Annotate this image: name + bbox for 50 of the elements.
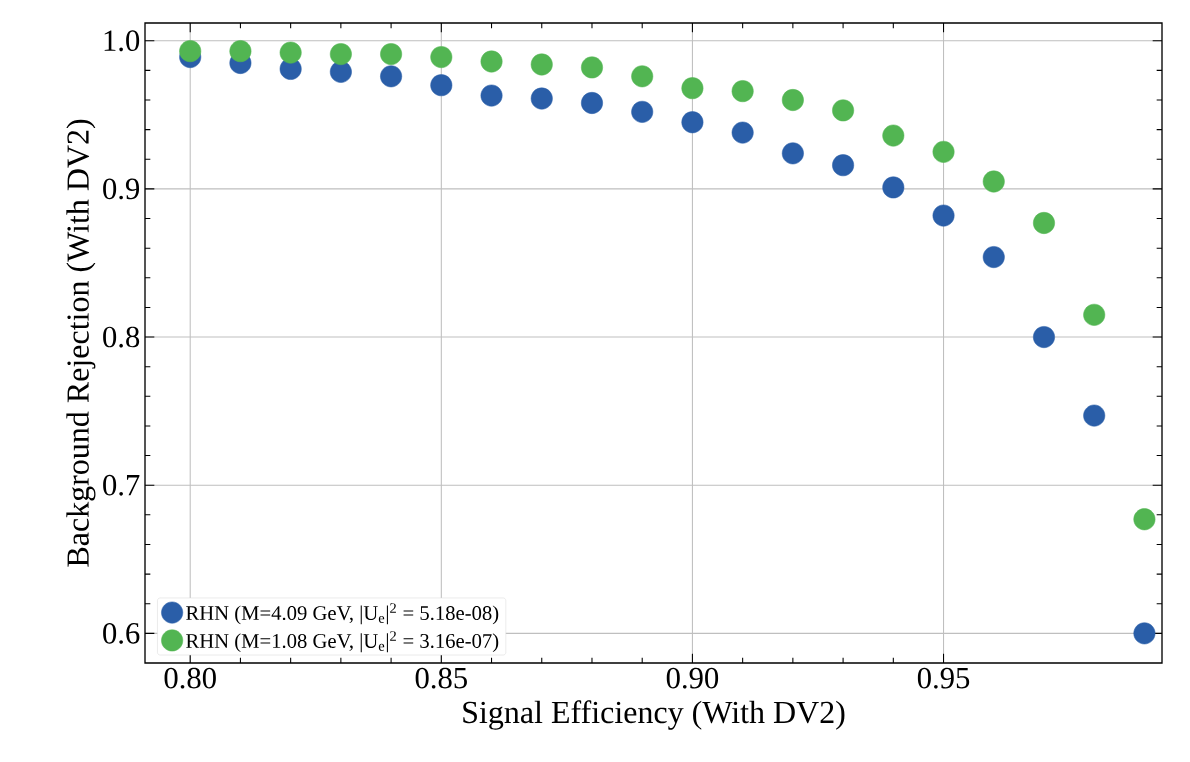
point [530, 87, 553, 110]
point [1083, 404, 1106, 427]
point [832, 99, 855, 122]
point [179, 40, 202, 63]
point [581, 92, 603, 114]
legend-label: RHN (M=1.08 GeV, |U$_{e}$|$^{2}$ = 3.16e-07) [186, 631, 499, 653]
y-tick-label: 0.6 [103, 622, 140, 644]
point [380, 65, 403, 88]
point [681, 111, 704, 134]
point [631, 100, 654, 123]
point [279, 41, 302, 64]
point [229, 40, 252, 63]
point [631, 65, 654, 88]
x-tick-label: 0.90 [666, 667, 719, 689]
y-axis-title: Background Rejection (With DV2) [66, 119, 96, 567]
point [430, 74, 453, 97]
point [329, 60, 352, 83]
point [982, 246, 1005, 268]
x-tick-label: 0.95 [917, 667, 970, 689]
point [932, 140, 955, 163]
point [480, 50, 503, 73]
point [581, 56, 603, 79]
y-tick-label: 0.7 [103, 474, 140, 496]
point [832, 154, 855, 177]
point [1133, 622, 1156, 645]
point [380, 43, 403, 66]
point [731, 121, 754, 144]
point [1033, 212, 1055, 234]
point [530, 53, 553, 76]
point [882, 124, 905, 147]
point [480, 84, 503, 107]
point [1133, 508, 1156, 531]
x-tick-label: 0.80 [164, 667, 216, 689]
x-tick-label: 0.85 [415, 667, 467, 689]
point [781, 89, 804, 111]
point [731, 80, 754, 103]
point [430, 46, 453, 68]
point [932, 204, 955, 227]
y-tick-label: 0.9 [103, 178, 140, 200]
point [681, 77, 704, 100]
legend-label: RHN (M=4.09 GeV, |U$_{e}$|$^{2}$ = 5.18e-08) [186, 603, 499, 625]
x-axis-title: Signal Efficiency (With DV2) [463, 700, 845, 730]
point [982, 170, 1005, 193]
y-tick-label: 0.8 [103, 326, 140, 348]
point [1033, 326, 1055, 348]
point [781, 142, 804, 165]
point [1083, 303, 1106, 326]
y-tick-label: 1.0 [104, 30, 140, 52]
point [329, 43, 352, 66]
point [882, 176, 905, 199]
